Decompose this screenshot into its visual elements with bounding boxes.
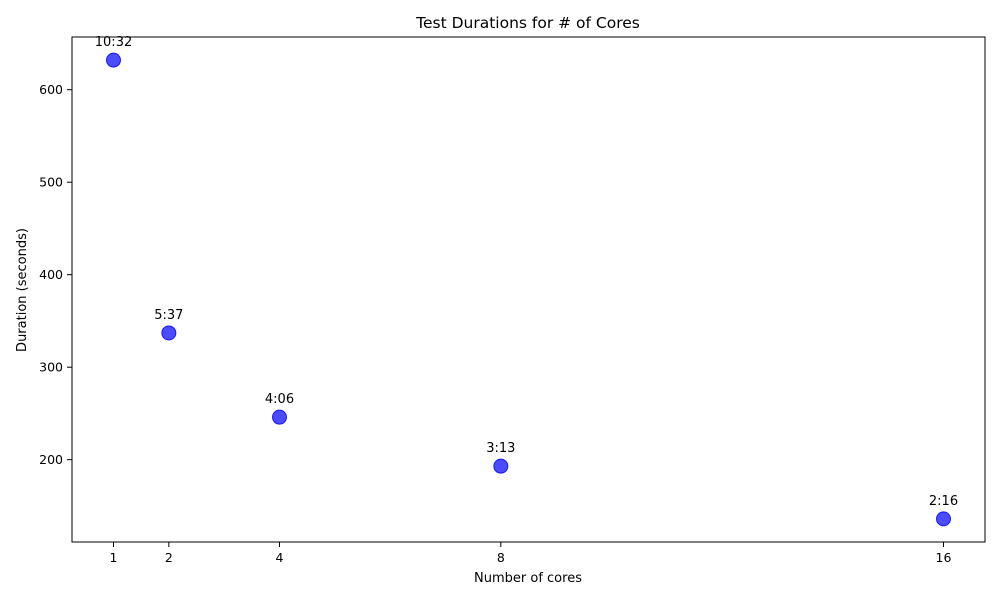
x-axis: 1 2 4 8 16: [110, 542, 952, 565]
x-axis-label: Number of cores: [474, 571, 582, 586]
data-label: 2:16: [929, 494, 958, 509]
x-tick-label: 8: [497, 550, 505, 565]
y-tick-label: 200: [39, 452, 63, 467]
chart-title: Test Durations for # of Cores: [415, 14, 640, 32]
x-tick-label: 1: [110, 550, 118, 565]
y-tick-label: 600: [39, 82, 63, 97]
data-label: 3:13: [486, 441, 515, 456]
y-axis-label: Duration (seconds): [15, 228, 30, 352]
y-tick-label: 400: [39, 267, 63, 282]
data-point: [106, 52, 121, 68]
data-labels: 10:32 5:37 4:06 3:13 2:16: [95, 35, 958, 509]
plot-frame: [71, 36, 986, 543]
data-point: [936, 511, 951, 527]
x-tick-label: 4: [276, 550, 284, 565]
x-tick-label: 16: [936, 550, 952, 565]
x-tick-label: 2: [165, 550, 173, 565]
data-label: 5:37: [154, 308, 183, 323]
data-point: [272, 409, 287, 425]
data-point: [493, 458, 509, 474]
y-tick-label: 300: [39, 360, 63, 375]
data-point: [161, 325, 177, 341]
y-tick-label: 500: [39, 175, 63, 190]
data-label: 4:06: [265, 392, 294, 407]
data-points: [106, 52, 951, 527]
y-axis: 200 300 400 500 600: [39, 82, 72, 467]
data-label: 10:32: [95, 35, 132, 50]
